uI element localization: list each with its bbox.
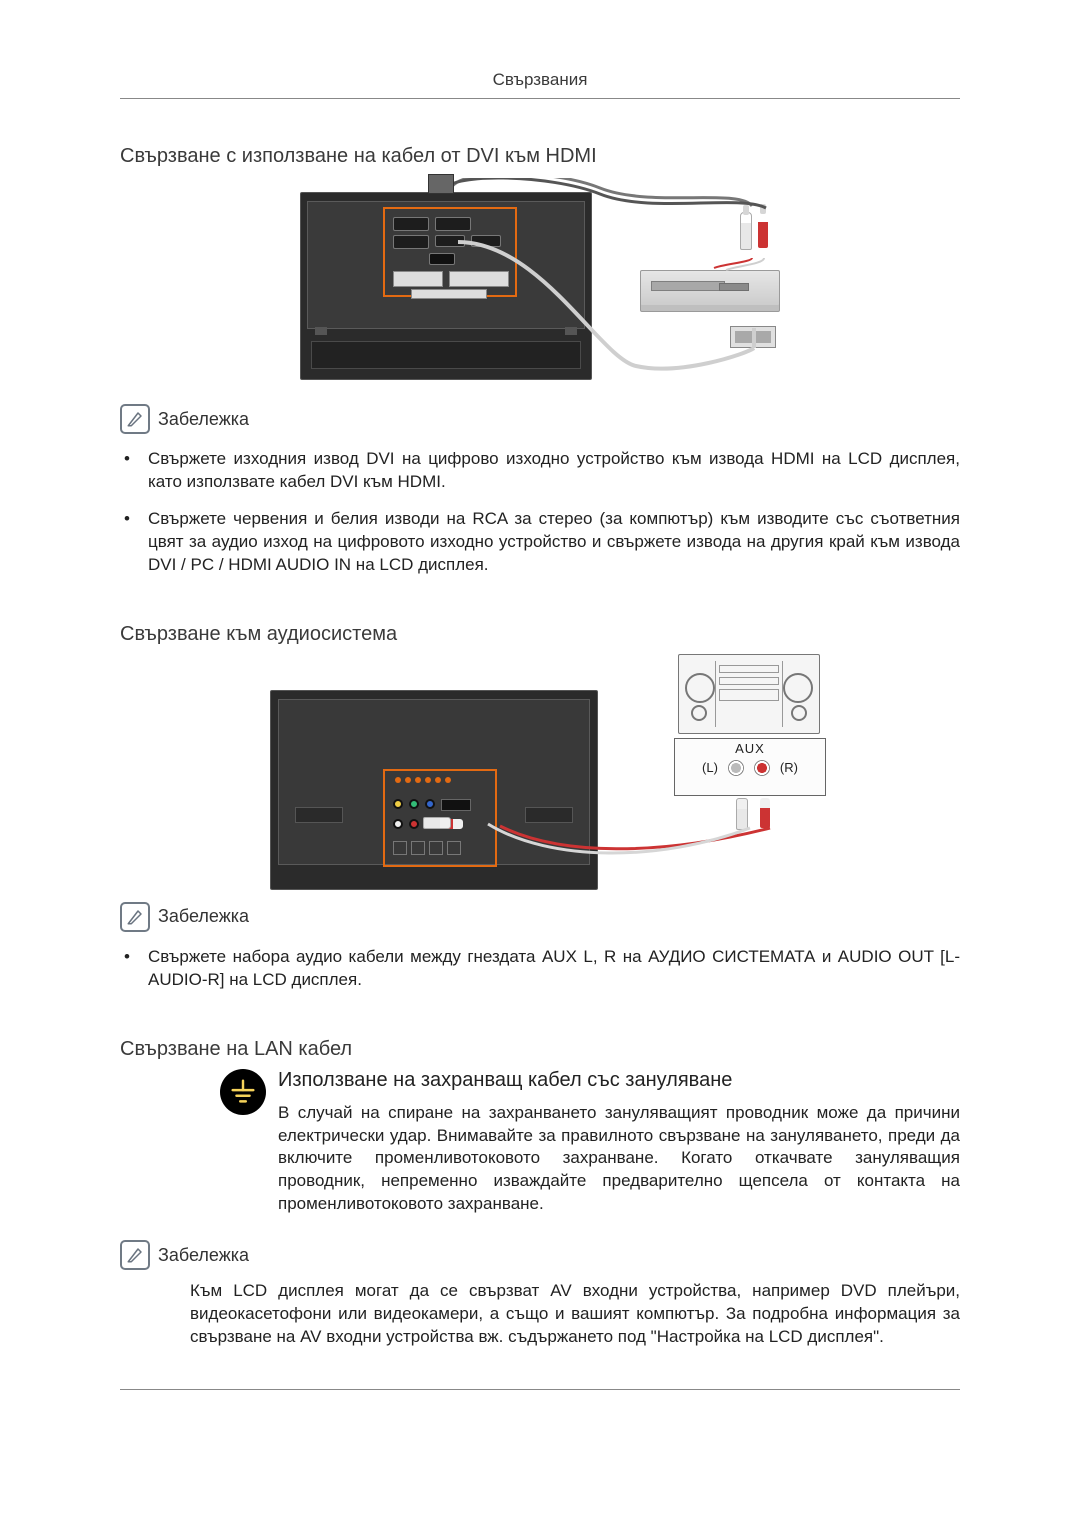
aux-title: AUX [675,741,825,756]
note-label: Забележка [158,1245,249,1266]
lan-note-paragraph: Към LCD дисплея могат да се свързват AV … [190,1280,960,1349]
note-row-audio: Забележка [120,902,960,932]
aux-left-label: (L) [702,760,718,775]
list-item: Свържете набора аудио кабели между гнезд… [120,946,960,992]
section-heading-dvi: Свързване с използване на кабел от DVI к… [120,145,960,168]
page-header: Свързвания [120,70,960,98]
aux-right-label: (R) [780,760,798,775]
list-item: Свържете червения и белия изводи на RCA … [120,508,960,577]
section-heading-lan: Свързване на LAN кабел [120,1038,960,1061]
figure-dvi-to-hdmi [120,178,960,384]
bullet-list-dvi: Свържете изходния извод DVI на цифрово и… [120,448,960,577]
note-label: Забележка [158,409,249,430]
list-item: Свържете изходния извод DVI на цифрово и… [120,448,960,494]
note-row-lan: Забележка [120,1240,960,1270]
note-label: Забележка [158,906,249,927]
note-icon [120,1240,150,1270]
ground-paragraph: В случай на спиране на захранването зану… [278,1102,960,1217]
tv-back-panel [270,690,598,890]
aux-jack-right [754,760,770,776]
document-page: Свързвания Свързване с използване на каб… [0,0,1080,1527]
note-icon [120,902,150,932]
figure-audio-system: AUX (L) (R) [120,656,960,882]
ground-heading: Използване на захранващ кабел със зануля… [278,1069,960,1092]
header-rule [120,98,960,99]
note-row-dvi: Забележка [120,404,960,434]
aux-jack-left [728,760,744,776]
stereo-unit [678,654,820,734]
footer-rule [120,1389,960,1390]
note-icon [120,404,150,434]
ground-block: Използване на захранващ кабел със зануля… [220,1069,960,1217]
bullet-list-audio: Свържете набора аудио кабели между гнезд… [120,946,960,992]
ground-icon [220,1069,266,1115]
aux-panel: AUX (L) (R) [674,738,826,796]
section-heading-audio: Свързване към аудиосистема [120,623,960,646]
